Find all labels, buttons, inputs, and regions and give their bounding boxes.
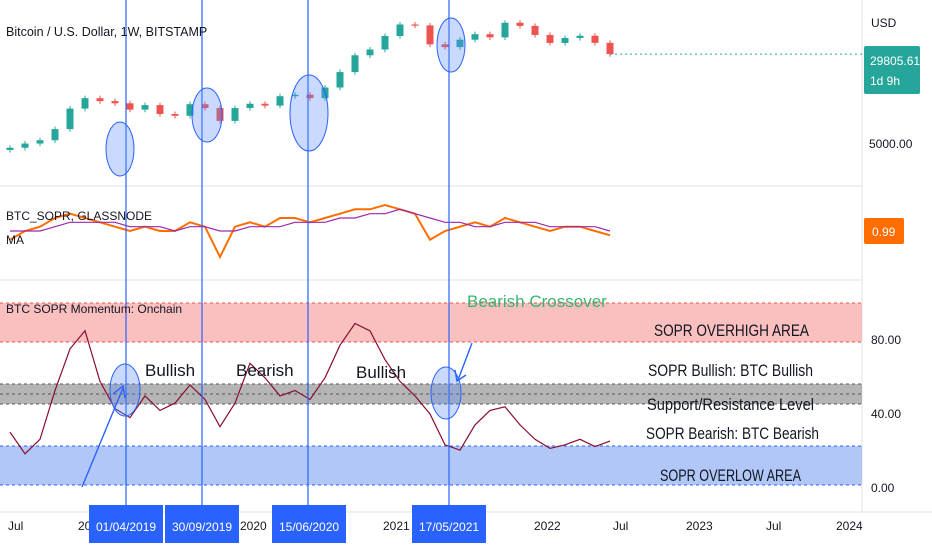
candle-body: [591, 35, 599, 43]
bearish-label-1: Bearish: [236, 361, 294, 380]
circle-1: [105, 121, 135, 177]
circle-4: [436, 17, 466, 73]
candle-body: [411, 24, 419, 26]
bearish-crossover-label: Bearish Crossover: [467, 292, 607, 311]
sopr-bearish-label: SOPR Bearish: BTC Bearish: [646, 424, 819, 443]
momentum-tick-0: 0.00: [871, 481, 895, 495]
candle-body: [531, 25, 539, 35]
candle-body: [456, 39, 464, 48]
sopr-value: 0.99: [872, 225, 896, 239]
candle-body: [426, 25, 434, 45]
date-tag-4: 17/05/2021: [419, 520, 479, 534]
candle-body: [111, 101, 119, 104]
candle-body: [81, 98, 89, 109]
momentum-line: [9, 322, 611, 455]
price-tick-label: 5000.00: [869, 137, 913, 151]
momentum-pane: [9, 322, 611, 455]
x-tick-jul-2023: Jul: [766, 519, 781, 533]
candle-body: [546, 34, 554, 43]
candle-body: [336, 72, 344, 88]
arrows: [81, 342, 473, 488]
candle-body: [51, 129, 59, 141]
candle-body: [516, 22, 524, 26]
price-chart-title: Bitcoin / U.S. Dollar, 1W, BITSTAMP: [6, 25, 207, 39]
candle-body: [486, 34, 494, 38]
crossover-arrow-head: [454, 369, 467, 383]
candle-body: [561, 37, 569, 43]
candle-body: [156, 105, 164, 115]
sopr-pane: [9, 203, 611, 260]
crossover-arrow: [457, 342, 473, 381]
candle-body: [126, 103, 134, 110]
last-price-value: 29805.61: [870, 54, 920, 68]
x-tick-2020: 2020: [240, 519, 267, 533]
candle-body: [231, 108, 239, 121]
candle-body: [576, 35, 584, 38]
candle-body: [441, 44, 449, 48]
momentum-tick-80: 80.00: [871, 333, 901, 347]
x-tick-2022: 2022: [534, 519, 561, 533]
price-tag: 29805.61 1d 9h: [864, 46, 920, 94]
bullish-arrow-head: [112, 384, 126, 399]
overlow-band: [0, 446, 862, 485]
candle-body: [36, 140, 44, 144]
price-candles: [6, 20, 862, 153]
bullish-label-1: Bullish: [145, 361, 195, 380]
candle-body: [501, 22, 509, 38]
x-tick-2021: 2021: [383, 519, 410, 533]
candle-body: [6, 147, 14, 150]
candle-body: [186, 104, 194, 116]
support-resistance-label: Support/Resistance Level: [647, 395, 814, 414]
candle-body: [171, 114, 179, 116]
candle-body: [606, 42, 614, 55]
circle-6: [430, 366, 462, 420]
date-marker-lines: [125, 0, 450, 512]
sopr-bullish-label: SOPR Bullish: BTC Bullish: [648, 361, 813, 380]
date-tag-2: 30/09/2019: [172, 520, 232, 534]
time-axis: Jul 20 2020 2021 2022 Jul 2023 Jul 2024: [8, 519, 863, 533]
candle-body: [96, 98, 104, 102]
momentum-tick-40: 40.00: [871, 407, 901, 421]
x-tick-jul-2019: Jul: [8, 519, 23, 533]
x-tick-2024: 2024: [836, 519, 863, 533]
candle-body: [351, 55, 359, 73]
overhigh-area-label: SOPR OVERHIGH AREA: [654, 321, 810, 340]
date-tag-3: 15/06/2020: [279, 520, 339, 534]
candle-body: [141, 105, 149, 110]
candle-body: [216, 108, 224, 121]
candle-body: [66, 108, 74, 130]
x-tick-jul-2022: Jul: [613, 519, 628, 533]
x-tick-2023: 2023: [686, 519, 713, 533]
candle-body: [291, 94, 299, 97]
axis-unit-label: USD: [871, 16, 897, 30]
candle-body: [261, 103, 269, 106]
candle-body: [201, 104, 209, 109]
bullish-arrow: [81, 387, 124, 488]
date-tag-1: 01/04/2019: [96, 520, 156, 534]
bullish-label-2: Bullish: [356, 363, 406, 382]
sopr-value-tag: 0.99: [864, 218, 904, 244]
x-tick-20: 20: [78, 519, 92, 533]
sopr-chart-title: BTC_SOPR, GLASSNODE: [6, 209, 152, 223]
momentum-chart-title: BTC SOPR Momentum: Onchain: [6, 302, 182, 316]
overlow-area-label: SOPR OVERLOW AREA: [660, 466, 801, 485]
circle-3: [289, 74, 329, 152]
date-tags: 01/04/2019 30/09/2019 15/06/2020 17/05/2…: [89, 505, 486, 543]
circle-2: [191, 87, 223, 143]
candle-body: [306, 94, 314, 99]
candle-body: [471, 34, 479, 40]
overhigh-band: [0, 303, 862, 342]
countdown-value: 1d 9h: [870, 74, 900, 88]
candle-body: [381, 35, 389, 50]
sopr-ma-line: [10, 208, 611, 232]
candle-body: [276, 96, 284, 106]
candle-body: [21, 143, 29, 148]
candle-body: [246, 103, 254, 109]
ma-label: MA: [6, 233, 24, 247]
candle-body: [396, 24, 404, 36]
candle-body: [366, 49, 374, 56]
